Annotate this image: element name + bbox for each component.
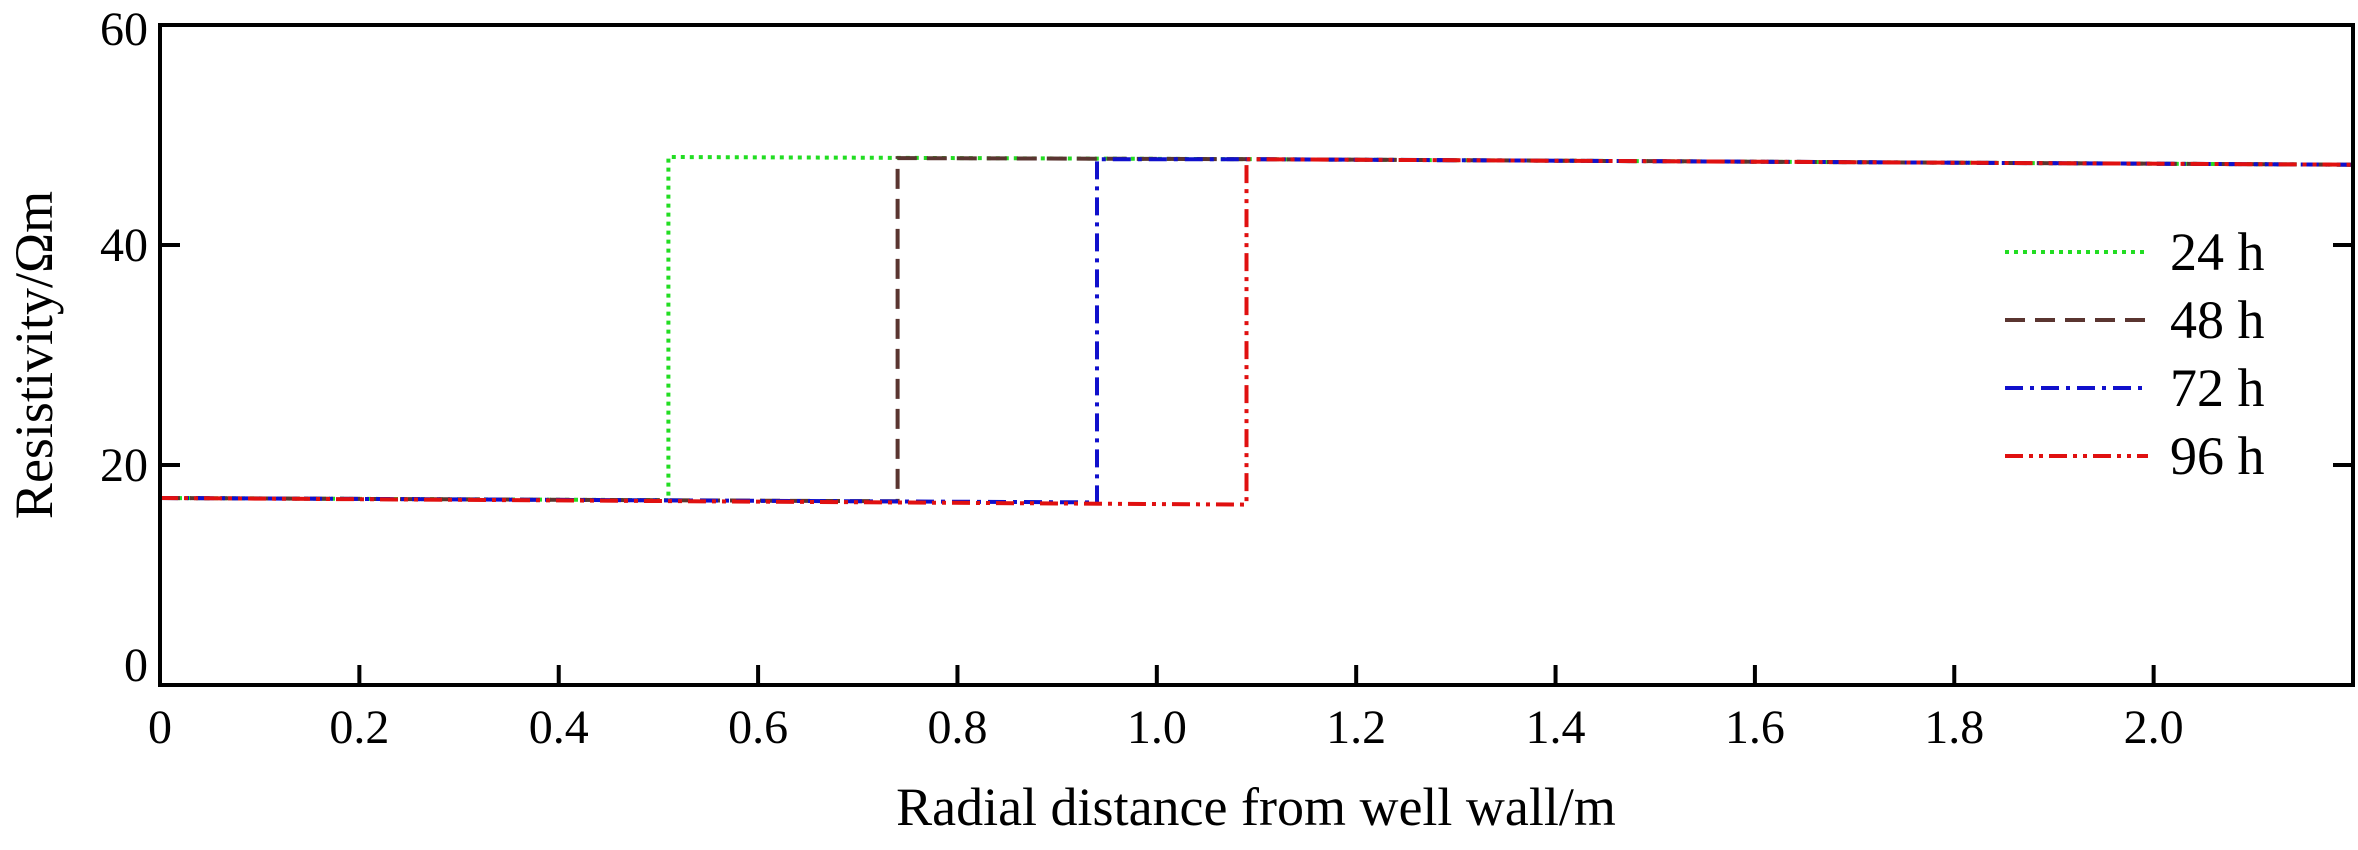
x-axis-title: Radial distance from well wall/m (896, 777, 1616, 837)
x-tick-label: 0 (148, 701, 172, 754)
x-tick-label: 1.2 (1326, 701, 1386, 754)
plot-frame (158, 23, 2355, 687)
legend-label: 72 h (2170, 358, 2265, 418)
x-tick-label: 1.4 (1526, 701, 1586, 754)
x-tick-label: 1.8 (1924, 701, 1984, 754)
tick-layer: 0 0.2 0.4 0.6 0.8 1.0 1.2 1.4 1.6 1.8 2.0 0 20 40 60 (100, 3, 2353, 754)
series-line-96h (159, 157, 2354, 507)
legend-label: 48 h (2170, 290, 2265, 350)
x-tick-label: 0.4 (529, 701, 589, 754)
series-line-24h (159, 154, 2354, 503)
x-tick-label: 1.0 (1127, 701, 1187, 754)
series-line-48h (159, 156, 2354, 504)
y-tick-label: 0 (124, 639, 148, 692)
legend-label: 96 h (2170, 426, 2265, 486)
y-axis-title: Resistivity/Ωm (4, 191, 64, 519)
y-tick-label: 60 (100, 3, 148, 56)
series-line-72h (159, 157, 2354, 505)
y-tick-label: 40 (100, 219, 148, 272)
x-tick-label: 1.6 (1725, 701, 1785, 754)
series-layer (159, 154, 2354, 507)
legend: 24 h 48 h 72 h 96 h (2005, 222, 2265, 486)
x-tick-label: 0.8 (927, 701, 987, 754)
x-tick-label: 2.0 (2124, 701, 2184, 754)
y-tick-label: 20 (100, 439, 148, 492)
x-tick-label: 0.2 (329, 701, 389, 754)
x-tick-label: 0.6 (728, 701, 788, 754)
legend-label: 24 h (2170, 222, 2265, 282)
